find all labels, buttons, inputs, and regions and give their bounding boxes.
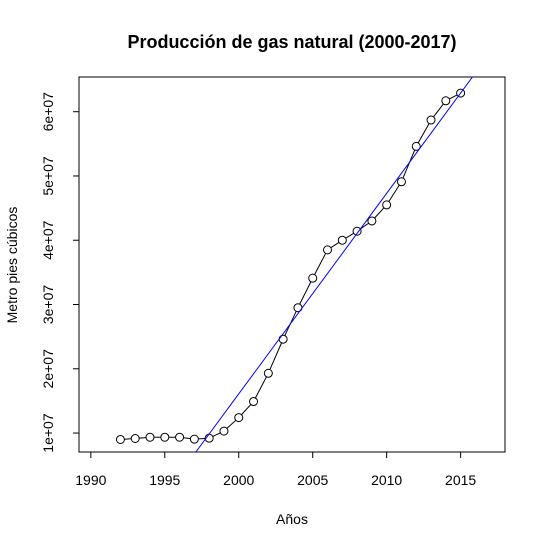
x-tick-label: 1990	[75, 472, 106, 488]
x-tick-label: 2000	[223, 472, 254, 488]
data-point	[234, 413, 244, 423]
series-segment	[226, 419, 237, 429]
data-point	[130, 434, 140, 444]
y-tick-label: 5e+07	[40, 156, 56, 196]
x-axis-label: Años	[276, 511, 308, 527]
series-segment	[269, 342, 282, 370]
series-segment	[212, 432, 221, 437]
x-axis: 1990 1995 2000 2005 2010 2015	[75, 451, 476, 488]
series-segment	[402, 149, 416, 179]
series-segment	[241, 404, 252, 416]
data-point	[115, 434, 125, 444]
data-point	[263, 368, 273, 378]
plot-area	[115, 77, 473, 452]
data-point	[367, 216, 377, 226]
data-point	[175, 432, 185, 442]
series-segment	[183, 437, 191, 440]
y-tick-label: 4e+07	[40, 220, 56, 260]
data-point	[337, 235, 347, 245]
data-point	[426, 115, 436, 125]
y-axis: 1e+07 2e+07 3e+07 4e+07 5e+07 6e+07	[40, 92, 80, 453]
data-point	[308, 273, 318, 283]
series-segment	[254, 376, 267, 399]
series-segment	[345, 232, 354, 239]
data-point	[441, 96, 451, 106]
x-tick-label: 2005	[297, 472, 328, 488]
x-tick-label: 1995	[149, 472, 180, 488]
data-point	[456, 88, 466, 98]
series-segment	[417, 123, 430, 144]
x-tick-label: 2010	[371, 472, 402, 488]
data-point	[411, 141, 421, 151]
series-segment	[299, 281, 312, 305]
series-segment	[139, 437, 147, 439]
y-tick-label: 2e+07	[40, 349, 56, 389]
data-point	[160, 432, 170, 442]
data-point	[145, 432, 155, 442]
data-point	[249, 397, 259, 407]
chart-title: Producción de gas natural (2000-2017)	[127, 32, 456, 52]
series-segment	[388, 184, 400, 202]
y-tick-label: 6e+07	[40, 92, 56, 132]
data-point	[189, 434, 199, 444]
data-point	[352, 226, 362, 236]
y-axis-label: Metro pies cúbicos	[4, 207, 20, 324]
y-tick-label: 3e+07	[40, 285, 56, 325]
data-point	[219, 426, 229, 436]
series-segment	[433, 103, 444, 118]
series-segment	[330, 242, 340, 249]
y-tick-label: 1e+07	[40, 413, 56, 453]
data-point	[396, 177, 406, 187]
x-tick-label: 2015	[445, 472, 476, 488]
data-point	[323, 245, 332, 255]
series-segment	[374, 207, 385, 219]
series-segment	[314, 253, 327, 275]
data-point	[382, 200, 392, 210]
trend-line	[195, 77, 473, 452]
series-segment	[449, 94, 458, 100]
series-segment	[360, 222, 369, 230]
